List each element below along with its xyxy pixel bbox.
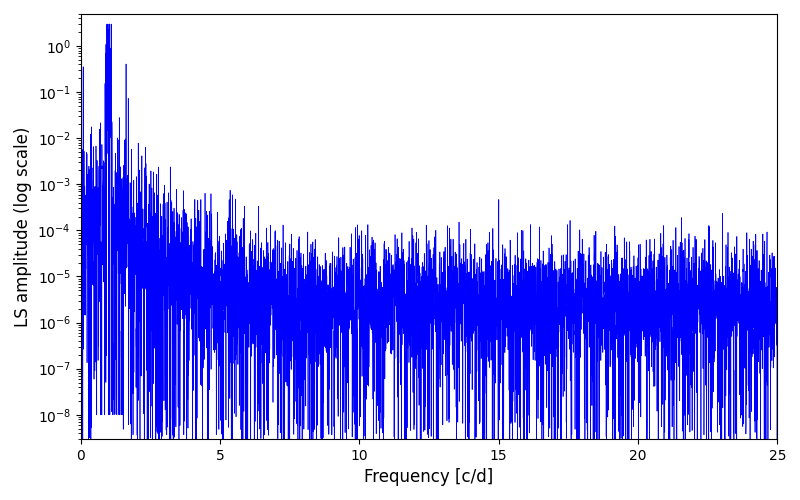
X-axis label: Frequency [c/d]: Frequency [c/d] [364, 468, 494, 486]
Y-axis label: LS amplitude (log scale): LS amplitude (log scale) [14, 126, 32, 326]
